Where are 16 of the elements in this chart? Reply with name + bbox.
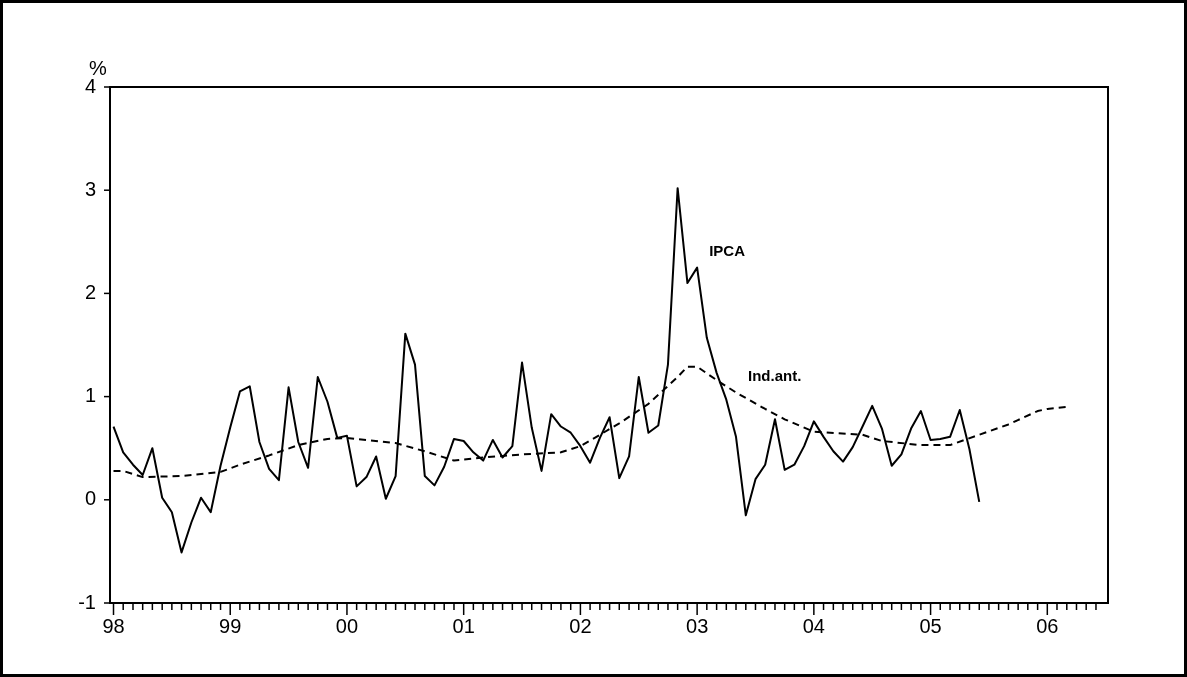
x-tick-label: 05 — [919, 614, 942, 637]
x-tick-label: 00 — [335, 614, 359, 637]
x-tick-label: 04 — [802, 614, 825, 637]
x-tick-label: 98 — [102, 614, 125, 637]
x-tick-label: 03 — [686, 614, 709, 637]
y-tick-label: -1 — [78, 590, 96, 613]
y-tick-label: 1 — [84, 384, 96, 407]
x-tick-label: 01 — [452, 614, 475, 637]
series-label: Ind.ant. — [748, 367, 802, 385]
y-tick-label: 0 — [84, 487, 96, 510]
series-label: IPCA — [709, 242, 746, 260]
x-tick-label: 99 — [219, 614, 242, 637]
x-tick-label: 02 — [569, 614, 592, 637]
y-tick-label: 3 — [84, 177, 96, 200]
x-tick-label: 06 — [1036, 614, 1059, 637]
y-tick-label: 2 — [84, 280, 96, 303]
